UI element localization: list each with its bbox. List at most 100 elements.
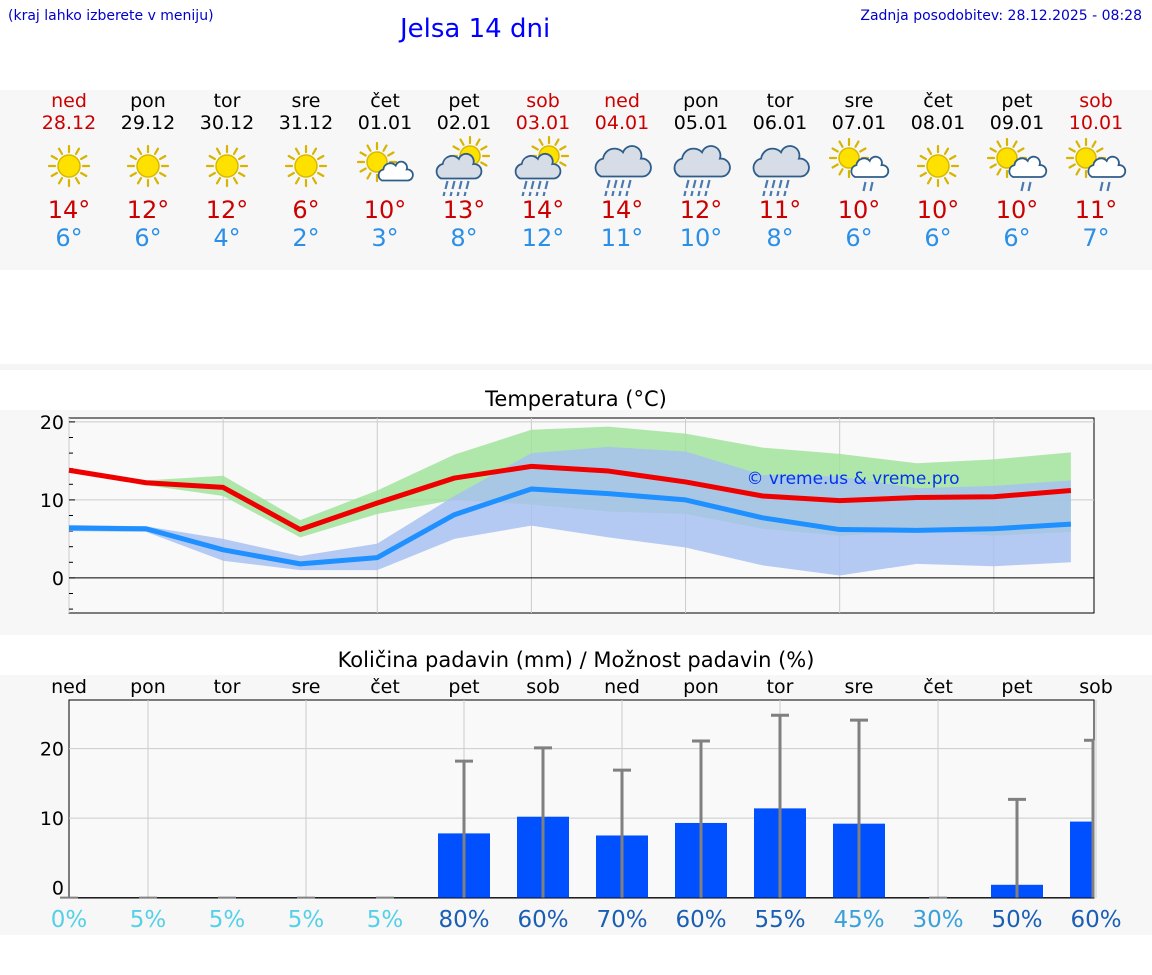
- day-column: čet 08.01 10° 6°: [898, 90, 978, 252]
- max-temperature: 14°: [521, 196, 565, 224]
- day-date: 03.01: [515, 112, 571, 134]
- day-column: ned 04.01 14° 11°: [582, 90, 662, 252]
- max-temperature: 6°: [292, 196, 320, 224]
- weather-icon: [898, 134, 978, 196]
- day-date: 01.01: [357, 112, 413, 134]
- day-name: pon: [130, 90, 166, 112]
- category-label: tor: [214, 676, 241, 698]
- max-temperature: 12°: [126, 196, 170, 224]
- max-temperature: 10°: [916, 196, 960, 224]
- probability-label: 5%: [288, 907, 325, 933]
- day-name: pon: [683, 90, 719, 112]
- day-column: pon 05.01 12° 10°: [661, 90, 741, 252]
- sun-cloud-rain-icon: [435, 135, 491, 200]
- watermark: © vreme.us & vreme.pro: [746, 469, 959, 489]
- day-name: pet: [1001, 90, 1033, 112]
- day-name: čet: [370, 90, 400, 112]
- daily-forecast-strip: ned 28.12 14° 6° pon 29.12 12° 6° tor 30.12 12° 4° s…: [0, 90, 1152, 270]
- temperature-chart: 20 10 0 © vreme.us & vreme.pro: [40, 412, 1095, 614]
- probability-label: 60%: [675, 907, 726, 933]
- day-date: 28.12: [41, 112, 97, 134]
- cloud-rain-icon: [752, 145, 810, 199]
- precipitation-bar: [1070, 821, 1094, 898]
- max-temperature: 12°: [679, 196, 723, 224]
- category-label: sob: [526, 676, 560, 698]
- day-column: tor 06.01 11° 8°: [740, 90, 820, 252]
- location-hint: (kraj lahko izberete v meniju): [8, 8, 214, 24]
- probability-label: 60%: [517, 907, 568, 933]
- min-temperature: 2°: [292, 224, 320, 252]
- max-temperature: 10°: [995, 196, 1039, 224]
- min-temperature: 6°: [845, 224, 873, 252]
- weather-icon: [503, 134, 583, 200]
- probability-label: 0%: [51, 907, 88, 933]
- min-temperature: 8°: [766, 224, 794, 252]
- category-label: čet: [370, 676, 400, 698]
- max-temperature: 14°: [600, 196, 644, 224]
- cloud-rain-icon: [594, 145, 652, 199]
- weather-icon: [740, 134, 820, 199]
- day-column: pet 09.01 10° 6°: [977, 90, 1057, 252]
- day-date: 05.01: [673, 112, 729, 134]
- min-temperature: 7°: [1082, 224, 1110, 252]
- sun-icon: [205, 144, 249, 188]
- probability-label: 45%: [833, 907, 884, 933]
- probability-label: 50%: [991, 907, 1042, 933]
- day-name: čet: [923, 90, 953, 112]
- min-temperature: 3°: [371, 224, 399, 252]
- sun-cloud-drizzle-icon: [986, 137, 1048, 192]
- day-column: sre 31.12 6° 2°: [266, 90, 346, 252]
- max-temperature: 12°: [205, 196, 249, 224]
- day-name: tor: [766, 90, 794, 112]
- category-label: ned: [51, 676, 87, 698]
- weather-icon: [29, 134, 109, 196]
- weather-icon: [582, 134, 662, 199]
- day-column: pet 02.01 13° 8°: [424, 90, 504, 252]
- day-column: pon 29.12 12° 6°: [108, 90, 188, 252]
- day-date: 31.12: [278, 112, 334, 134]
- sun-icon: [126, 144, 170, 188]
- precipitation-chart: 20 10 0 ned 0% pon 5% tor 5% sre 5% čet 5% pet 80% sob 6…: [40, 676, 1122, 933]
- y-tick-label: 0: [52, 568, 64, 590]
- y-tick-label: 10: [40, 490, 64, 512]
- day-name: sre: [844, 90, 874, 112]
- day-column: tor 30.12 12° 4°: [187, 90, 267, 252]
- day-date: 10.01: [1068, 112, 1124, 134]
- max-temperature: 10°: [363, 196, 407, 224]
- day-date: 08.01: [910, 112, 966, 134]
- sun-icon: [916, 144, 960, 188]
- day-date: 02.01: [436, 112, 492, 134]
- day-date: 04.01: [594, 112, 650, 134]
- y-tick-label: 20: [40, 412, 64, 434]
- sun-cloud-drizzle-icon: [1065, 137, 1127, 192]
- sun-icon: [47, 144, 91, 188]
- probability-label: 60%: [1070, 907, 1121, 933]
- day-name: sob: [526, 90, 560, 112]
- probability-label: 5%: [367, 907, 404, 933]
- weather-icon: [819, 134, 899, 196]
- weather-icon: [424, 134, 504, 200]
- day-date: 06.01: [752, 112, 808, 134]
- weather-icon: [977, 134, 1057, 196]
- sun-cloud-rain-icon: [514, 135, 570, 200]
- y-tick-label: 0: [52, 878, 64, 900]
- min-temperature: 6°: [134, 224, 162, 252]
- day-name: tor: [213, 90, 241, 112]
- weather-icon: [1056, 134, 1136, 196]
- plot-area: [68, 699, 1095, 899]
- weather-icon: [187, 134, 267, 196]
- day-date: 29.12: [120, 112, 176, 134]
- category-label: čet: [923, 676, 953, 698]
- min-temperature: 8°: [450, 224, 478, 252]
- day-date: 09.01: [989, 112, 1045, 134]
- day-date: 07.01: [831, 112, 887, 134]
- sun-cloud-icon: [356, 141, 414, 183]
- y-tick-label: 20: [40, 739, 64, 761]
- separator: [0, 364, 1152, 370]
- max-temperature-line: [68, 463, 1072, 533]
- precipitation-chart-title: Količina padavin (mm) / Možnost padavin …: [337, 648, 815, 672]
- day-date: 30.12: [199, 112, 255, 134]
- category-label: pet: [448, 676, 479, 698]
- day-column: sob 03.01 14° 12°: [503, 90, 583, 252]
- min-temperature: 12°: [521, 224, 565, 252]
